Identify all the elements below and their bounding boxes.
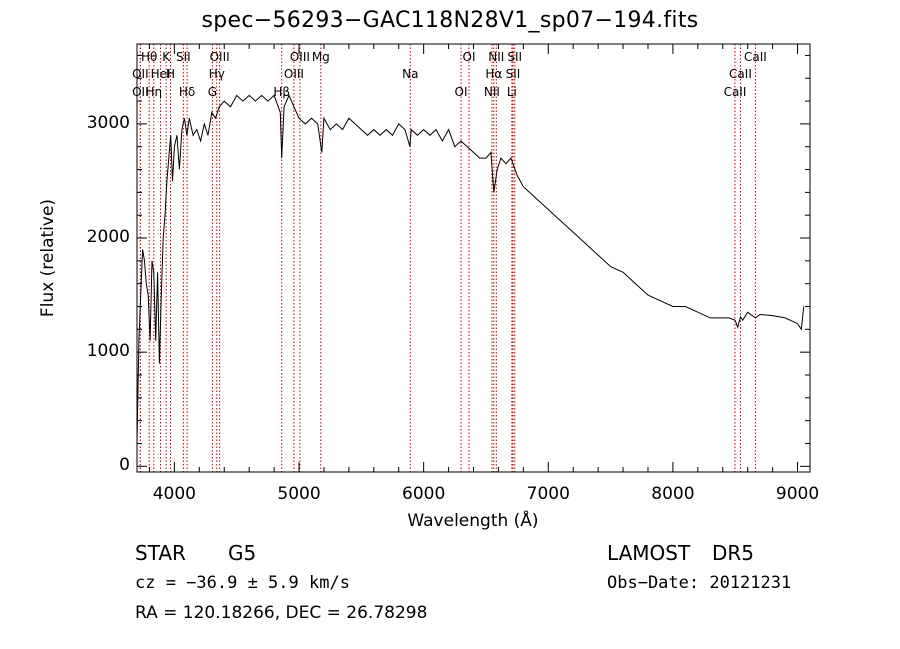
- line-marker-label-3: K: [162, 50, 171, 64]
- x-tick-label-0: 4000: [152, 484, 196, 504]
- object-class: STAR: [135, 541, 186, 565]
- line-marker-label-22: SII: [506, 67, 521, 81]
- line-marker-label-6: SII: [176, 50, 191, 64]
- x-tick-label-2: 6000: [402, 484, 446, 504]
- line-marker-label-20: NII: [484, 85, 500, 99]
- line-marker-label-23: Li: [507, 85, 517, 99]
- y-tick-label-2: 2000: [86, 227, 130, 248]
- line-marker-label-24: SII: [507, 50, 522, 64]
- axis-ticks: [137, 44, 810, 472]
- x-tick-label-3: 7000: [526, 484, 570, 504]
- line-marker-label-10: Hγ: [209, 67, 225, 81]
- line-marker-label-7: H: [166, 67, 175, 81]
- line-marker-label-26: CaII: [724, 85, 747, 99]
- y-tick-label-3: 3000: [86, 112, 130, 133]
- line-marker-label-8: Hδ: [179, 85, 195, 99]
- line-marker-label-2: OII: [132, 85, 149, 99]
- object-subclass: G5: [228, 541, 257, 565]
- line-marker-label-1: OII: [132, 67, 149, 81]
- line-marker-label-14: Hβ: [273, 85, 290, 99]
- line-marker-label-27: CaII: [744, 50, 767, 64]
- x-tick-label-5: 9000: [775, 484, 820, 504]
- y-tick-label-1: 1000: [86, 341, 130, 362]
- line-marker-label-9: OIII: [210, 50, 230, 64]
- spectrum-series: [136, 94, 805, 444]
- line-markers: [139, 44, 756, 472]
- x-tick-label-4: 8000: [651, 484, 695, 504]
- ra-dec-text: RA = 120.18266, DEC = 26.78298: [135, 603, 428, 623]
- line-marker-label-12: OIII: [290, 50, 310, 64]
- line-marker-label-15: Mg: [312, 50, 330, 64]
- line-marker-label-17: OI: [455, 85, 468, 99]
- line-marker-labels: HθOIIOIIKHeIHηSIIHHδOIIIHγGOIIIOIIIHβMgN…: [132, 50, 767, 99]
- line-marker-label-0: Hθ: [141, 50, 157, 64]
- chart-title: spec−56293−GAC118N28V1_sp07−194.fits: [201, 8, 699, 33]
- obs-date: Obs−Date: 20121231: [607, 573, 792, 593]
- line-marker-label-13: OIII: [284, 67, 304, 81]
- y-axis-label: Flux (relative): [38, 198, 58, 318]
- redshift-text: cz = −36.9 ± 5.9 km/s: [135, 573, 350, 593]
- plot-frame: [136, 43, 811, 473]
- spectrum-line: [136, 94, 805, 444]
- line-marker-label-11: G: [208, 85, 217, 99]
- survey-name: LAMOST: [607, 541, 691, 565]
- line-marker-label-16: Na: [402, 67, 418, 81]
- line-marker-label-21: NII: [488, 50, 504, 64]
- line-marker-label-19: Hα: [485, 67, 502, 81]
- data-release: DR5: [712, 541, 755, 565]
- x-axis-label: Wavelength (Å): [407, 511, 539, 531]
- x-tick-label-1: 5000: [277, 484, 321, 504]
- line-marker-label-25: CaII: [729, 67, 752, 81]
- line-marker-label-18: OI: [463, 50, 476, 64]
- y-tick-label-0: 0: [119, 455, 130, 476]
- line-marker-label-5: Hη: [146, 85, 163, 99]
- line-marker-label-4: HeI: [151, 67, 171, 81]
